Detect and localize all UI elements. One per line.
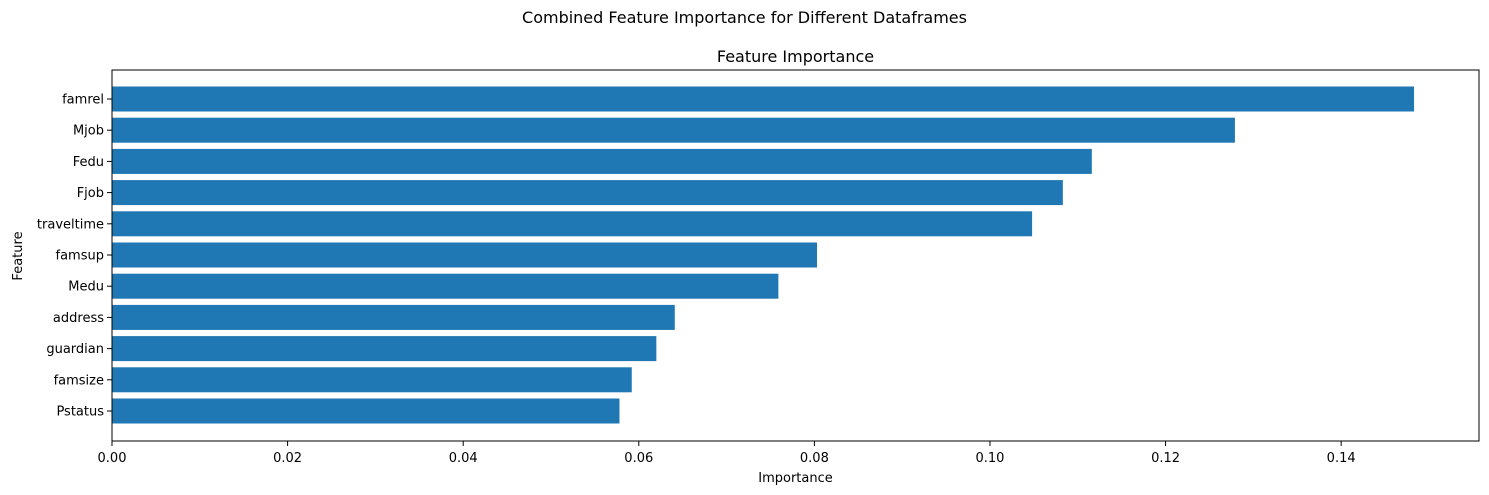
x-tick-label: 0.08: [800, 451, 829, 466]
bars-group: [112, 86, 1415, 424]
bar-famsize: [112, 367, 632, 393]
x-tick-label: 0.10: [975, 451, 1004, 466]
x-axis-ticks: 0.00 0.02 0.04 0.06 0.08 0.10 0.12 0.14: [98, 441, 1356, 466]
x-tick-label: 0.06: [624, 451, 653, 466]
chart-suptitle: Combined Feature Importance for Differen…: [522, 8, 967, 27]
x-tick-label: 0.00: [98, 451, 127, 466]
bar-traveltime: [112, 211, 1033, 237]
y-tick-label: Fjob: [77, 186, 104, 201]
y-axis-label: Feature: [11, 231, 26, 280]
bar-famrel: [112, 86, 1415, 112]
y-tick-label: Mjob: [73, 124, 104, 139]
y-tick-label: famsize: [54, 373, 104, 388]
y-tick-label: address: [53, 311, 104, 326]
y-tick-label: guardian: [46, 342, 104, 357]
chart-title: Feature Importance: [717, 47, 874, 66]
y-tick-label: Pstatus: [56, 405, 104, 420]
y-tick-label: traveltime: [37, 217, 104, 232]
x-tick-label: 0.04: [449, 451, 478, 466]
plot-frame: [111, 69, 1480, 442]
bar-fedu: [112, 148, 1092, 174]
x-tick-label: 0.14: [1327, 451, 1356, 466]
bar-pstatus: [112, 398, 620, 424]
bar-guardian: [112, 336, 657, 362]
bar-medu: [112, 273, 779, 299]
y-tick-label: Medu: [68, 280, 104, 295]
x-axis-label: Importance: [758, 471, 833, 486]
y-tick-label: famrel: [62, 93, 104, 108]
x-tick-label: 0.12: [1151, 451, 1180, 466]
x-tick-label: 0.02: [273, 451, 302, 466]
bar-mjob: [112, 117, 1235, 143]
bar-fjob: [112, 180, 1063, 206]
y-axis-ticks: famrel Mjob Fedu Fjob traveltime famsup Medu ad…: [37, 93, 112, 420]
y-tick-label: famsup: [56, 249, 104, 264]
bar-address: [112, 304, 675, 330]
y-tick-label: Fedu: [73, 155, 104, 170]
bar-famsup: [112, 242, 818, 268]
